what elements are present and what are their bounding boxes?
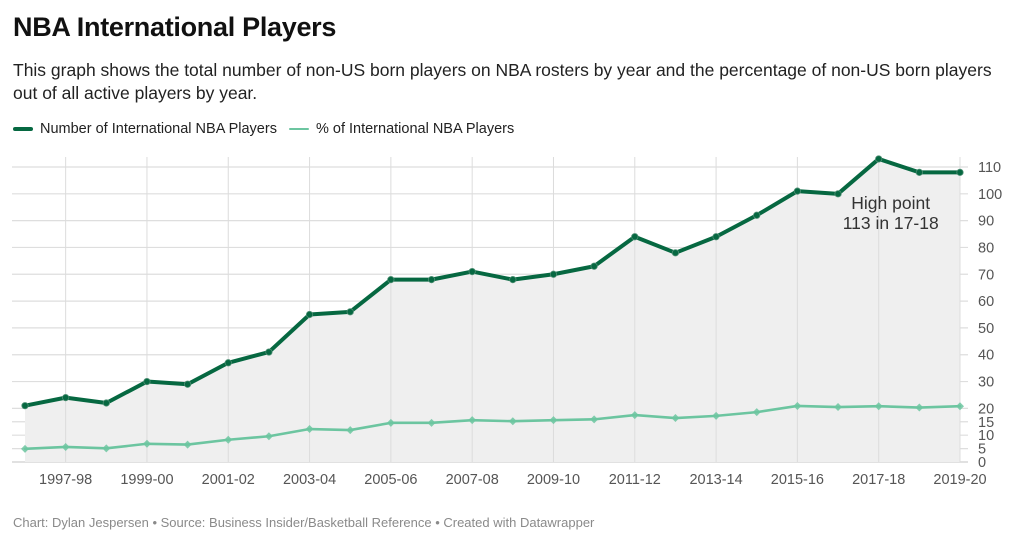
data-point-percent [427,418,436,427]
y-tick-label: 50 [978,321,994,337]
series-line-percent [23,404,962,451]
x-axis-ticks: 1997-98 1999-00 2001-02 2003-04 2005-06 2007-… [39,472,987,488]
data-point-count [143,377,151,386]
chart-subtitle: This graph shows the total number of non… [13,60,992,103]
data-point-percent [142,439,151,448]
legend-item-percent: % of International NBA Players [288,121,515,137]
y-tick-label: 60 [978,294,994,310]
data-point-percent [834,403,843,412]
data-point-percent [549,416,558,425]
data-point-count [509,276,517,284]
y-tick-label: 30 [978,375,994,391]
data-point-percent [630,411,639,420]
data-point-count [387,276,395,284]
series-line-count [23,156,962,408]
x-tick-label: 2007-08 [446,472,499,488]
data-point-percent [915,403,924,412]
y-tick-label: 0 [978,455,986,471]
x-tick-label: 2005-06 [364,472,417,488]
y-tick-label: 20 [978,401,994,417]
series-lines [23,156,962,451]
y-tick-label: 90 [978,214,994,230]
area-fill [25,158,960,463]
data-point-count [875,155,883,163]
x-tick-label: 2019-20 [933,472,986,488]
data-point-count [224,359,232,367]
data-point-count [184,380,192,388]
legend: Number of International NBA Players % of… [13,121,526,137]
data-point-count [793,187,801,195]
data-point-percent [305,425,314,434]
data-point-count [631,233,639,241]
data-point-percent [21,444,29,453]
data-point-percent [102,444,111,453]
y-tick-label: 10 [978,428,994,444]
x-tick-label: 2001-02 [202,472,255,488]
data-point-percent [346,426,355,435]
legend-label-percent: % of International NBA Players [315,121,515,137]
data-point-count [346,308,354,316]
data-point-count [102,399,110,407]
data-point-percent [671,414,680,423]
y-tick-label: 5 [978,442,986,458]
data-point-percent [874,402,883,411]
data-point-percent [590,415,599,424]
x-tick-label: 2015-16 [771,472,824,488]
data-point-count [305,310,314,319]
data-point-count [265,348,273,356]
y-tick-label: 15 [978,415,994,431]
data-point-count [590,262,598,270]
data-point-percent [793,401,802,410]
data-point-count [671,249,680,257]
data-point-count [21,402,29,410]
y-tick-label: 100 [978,187,1002,203]
data-point-percent [224,435,233,444]
data-point-count [956,168,964,176]
y-tick-label: 70 [978,267,994,283]
data-point-count [62,394,70,402]
legend-swatch-count-icon [13,127,33,131]
chart-footer: Chart: Dylan Jespersen • Source: Busines… [13,515,595,530]
annotation-text: 113 in 17-18 [843,213,939,233]
x-tick-label: 2009-10 [527,472,580,488]
x-tick-label: 2017-18 [852,472,905,488]
area-under-count-series [25,158,960,463]
y-tick-label: 40 [978,348,994,364]
data-point-count [834,190,842,198]
x-tick-label: 2013-14 [689,472,742,488]
data-point-percent [956,402,964,411]
x-tick-label: 1999-00 [120,472,173,488]
chart-title: NBA International Players [13,12,337,42]
data-point-count [468,267,476,276]
data-point-percent [752,408,761,417]
x-tick-label: 1997-98 [39,472,92,488]
data-point-count [712,233,720,241]
data-point-percent [61,442,70,451]
data-point-percent [508,417,517,426]
x-tick-label: 2003-04 [283,472,336,488]
data-point-percent [264,432,273,441]
data-point-count [427,276,436,284]
data-point-percent [386,418,395,427]
y-tick-label: 80 [978,240,994,256]
x-gridlines [65,157,961,462]
x-tick-label: 2011-12 [609,472,661,488]
data-point-count [915,168,923,176]
data-point-count [753,211,761,219]
data-point-percent [183,440,192,449]
annotation-text: High point [851,193,930,213]
data-point-percent [468,416,477,425]
legend-swatch-percent-icon [288,128,309,130]
data-points [21,155,964,453]
y-tick-label: 110 [978,160,1001,176]
data-point-percent [712,411,721,420]
data-point-count [549,270,558,278]
legend-label-count: Number of International NBA Players [40,121,277,137]
legend-item-count: Number of International NBA Players [13,121,277,137]
